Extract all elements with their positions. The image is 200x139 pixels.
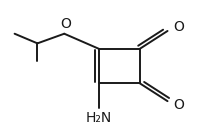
Text: H₂N: H₂N (86, 111, 112, 125)
Text: O: O (173, 98, 184, 112)
Text: O: O (60, 17, 71, 31)
Text: O: O (173, 20, 184, 34)
